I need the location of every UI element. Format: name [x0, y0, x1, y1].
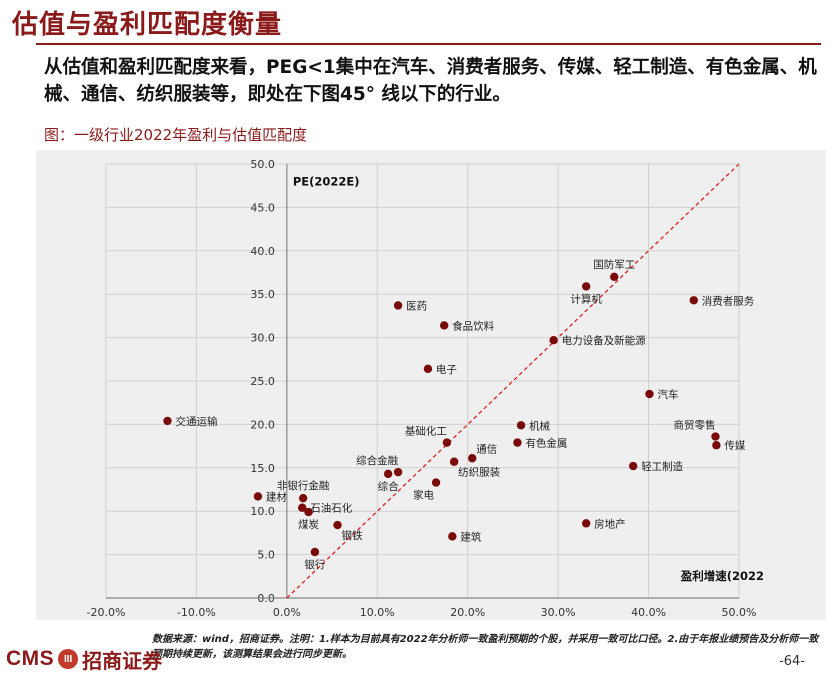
slide-subtitle: 从估值和盈利匹配度来看，PEG<1集中在汽车、消费者服务、传媒、轻工制造、有色金…: [44, 57, 817, 105]
data-point: [393, 467, 403, 477]
x-axis-title: 盈利增速(2022: [680, 569, 764, 583]
data-point: [549, 336, 558, 345]
point-label: 通信: [476, 443, 497, 455]
data-point: [610, 272, 619, 282]
data-point: [645, 389, 654, 399]
point-label: 综合金融: [356, 454, 398, 467]
data-point: [440, 321, 449, 330]
data-point: [298, 503, 307, 512]
data-point: [468, 454, 477, 463]
data-point: [628, 461, 638, 471]
point-label: 传媒: [724, 439, 745, 452]
point-label: 建材: [266, 490, 287, 503]
y-tick-label: 45.0: [250, 201, 275, 214]
y-tick-label: 35.0: [250, 288, 275, 301]
x-tick-label: -20.0%: [87, 606, 126, 619]
data-point: [712, 441, 721, 450]
point-label: 交通运输: [175, 415, 217, 428]
point-label: 房地产: [594, 517, 626, 530]
x-tick-label: 30.0%: [541, 606, 576, 619]
data-point: [581, 282, 591, 291]
point-label: 建筑: [460, 530, 481, 543]
data-point: [393, 301, 403, 310]
data-point: [448, 532, 457, 541]
point-label: 国防军工: [593, 258, 635, 271]
y-tick-label: 10.0: [250, 505, 275, 518]
point-label: 钢铁: [341, 529, 362, 542]
data-point: [442, 438, 452, 447]
data-point: [581, 519, 591, 528]
data-point: [423, 364, 433, 374]
point-label: 石油石化: [310, 502, 352, 515]
point-label: 食品饮料: [452, 319, 494, 332]
point-label: 煤炭: [298, 518, 319, 531]
y-tick-label: 40.0: [250, 245, 275, 258]
data-point: [310, 547, 320, 557]
data-point: [304, 507, 313, 517]
point-label: 纺织服装: [458, 466, 500, 479]
point-label: 医药: [406, 300, 427, 312]
y-tick-label: 30.0: [250, 332, 275, 345]
x-tick-label: 0.0%: [273, 606, 301, 619]
y-axis-title: PE(2022E): [293, 175, 360, 189]
point-label: 有色金属: [525, 437, 567, 450]
y-tick-label: 25.0: [250, 375, 275, 388]
scatter-chart: -20.0% -10.0% 0.0% 10.0% 20.0% 30.0% 40.0% 50.0…: [87, 158, 764, 619]
data-point: [163, 416, 172, 426]
point-label: 非银行金融: [277, 479, 330, 492]
x-tick-label: 10.0%: [360, 606, 395, 619]
data-point: [298, 493, 308, 503]
cms-logo: CMS III 招商证券: [6, 647, 162, 673]
point-label: 电力设备及新能源: [562, 334, 646, 347]
logo-text: CMS: [6, 647, 55, 670]
data-point: [333, 520, 342, 530]
data-point: [449, 457, 459, 466]
point-label: 机械: [529, 419, 550, 432]
point-label: 综合: [378, 480, 399, 493]
point-label: 商贸零售: [673, 419, 715, 432]
logo-mark-icon: III: [58, 649, 79, 669]
point-label: 电子: [436, 363, 457, 376]
data-point: [431, 478, 441, 487]
data-point: [383, 469, 393, 479]
point-label: 汽车: [657, 388, 678, 401]
y-tick-label: 15.0: [250, 462, 275, 475]
logo-mark-text: III: [64, 653, 73, 665]
data-point: [711, 432, 720, 441]
point-label: 银行: [304, 558, 325, 571]
data-point: [516, 421, 526, 430]
data-point: [253, 492, 263, 501]
point-label: 轻工制造: [641, 460, 683, 473]
slide-title: 估值与盈利匹配度衡量: [12, 10, 283, 40]
page-number: -64-: [779, 654, 805, 669]
point-label: 家电: [413, 489, 434, 502]
x-tick-label: 20.0%: [450, 606, 485, 619]
y-tick-label: 50.0: [250, 158, 275, 171]
y-tick-label: 5.0: [257, 549, 275, 562]
point-label: 计算机: [570, 292, 602, 305]
point-label: 消费者服务: [702, 294, 755, 307]
logo-company-name: 招商证券: [82, 650, 163, 673]
chart-area: -20.0% -10.0% 0.0% 10.0% 20.0% 30.0% 40.0% 50.0…: [36, 150, 826, 620]
title-rule: [36, 43, 821, 45]
footnote: 数据来源：wind，招商证券。注明：1.样本为目前具有2022年分析师一致盈利预…: [152, 634, 819, 660]
x-tick-label: 50.0%: [722, 606, 757, 619]
x-tick-label: -10.0%: [177, 606, 216, 619]
x-tick-label: 40.0%: [631, 606, 666, 619]
data-point: [513, 438, 522, 447]
point-label: 基础化工: [405, 425, 447, 438]
y-tick-label: 20.0: [250, 418, 275, 431]
data-point: [689, 296, 698, 305]
chart-heading: 图：一级行业2022年盈利与估值匹配度: [44, 126, 308, 144]
